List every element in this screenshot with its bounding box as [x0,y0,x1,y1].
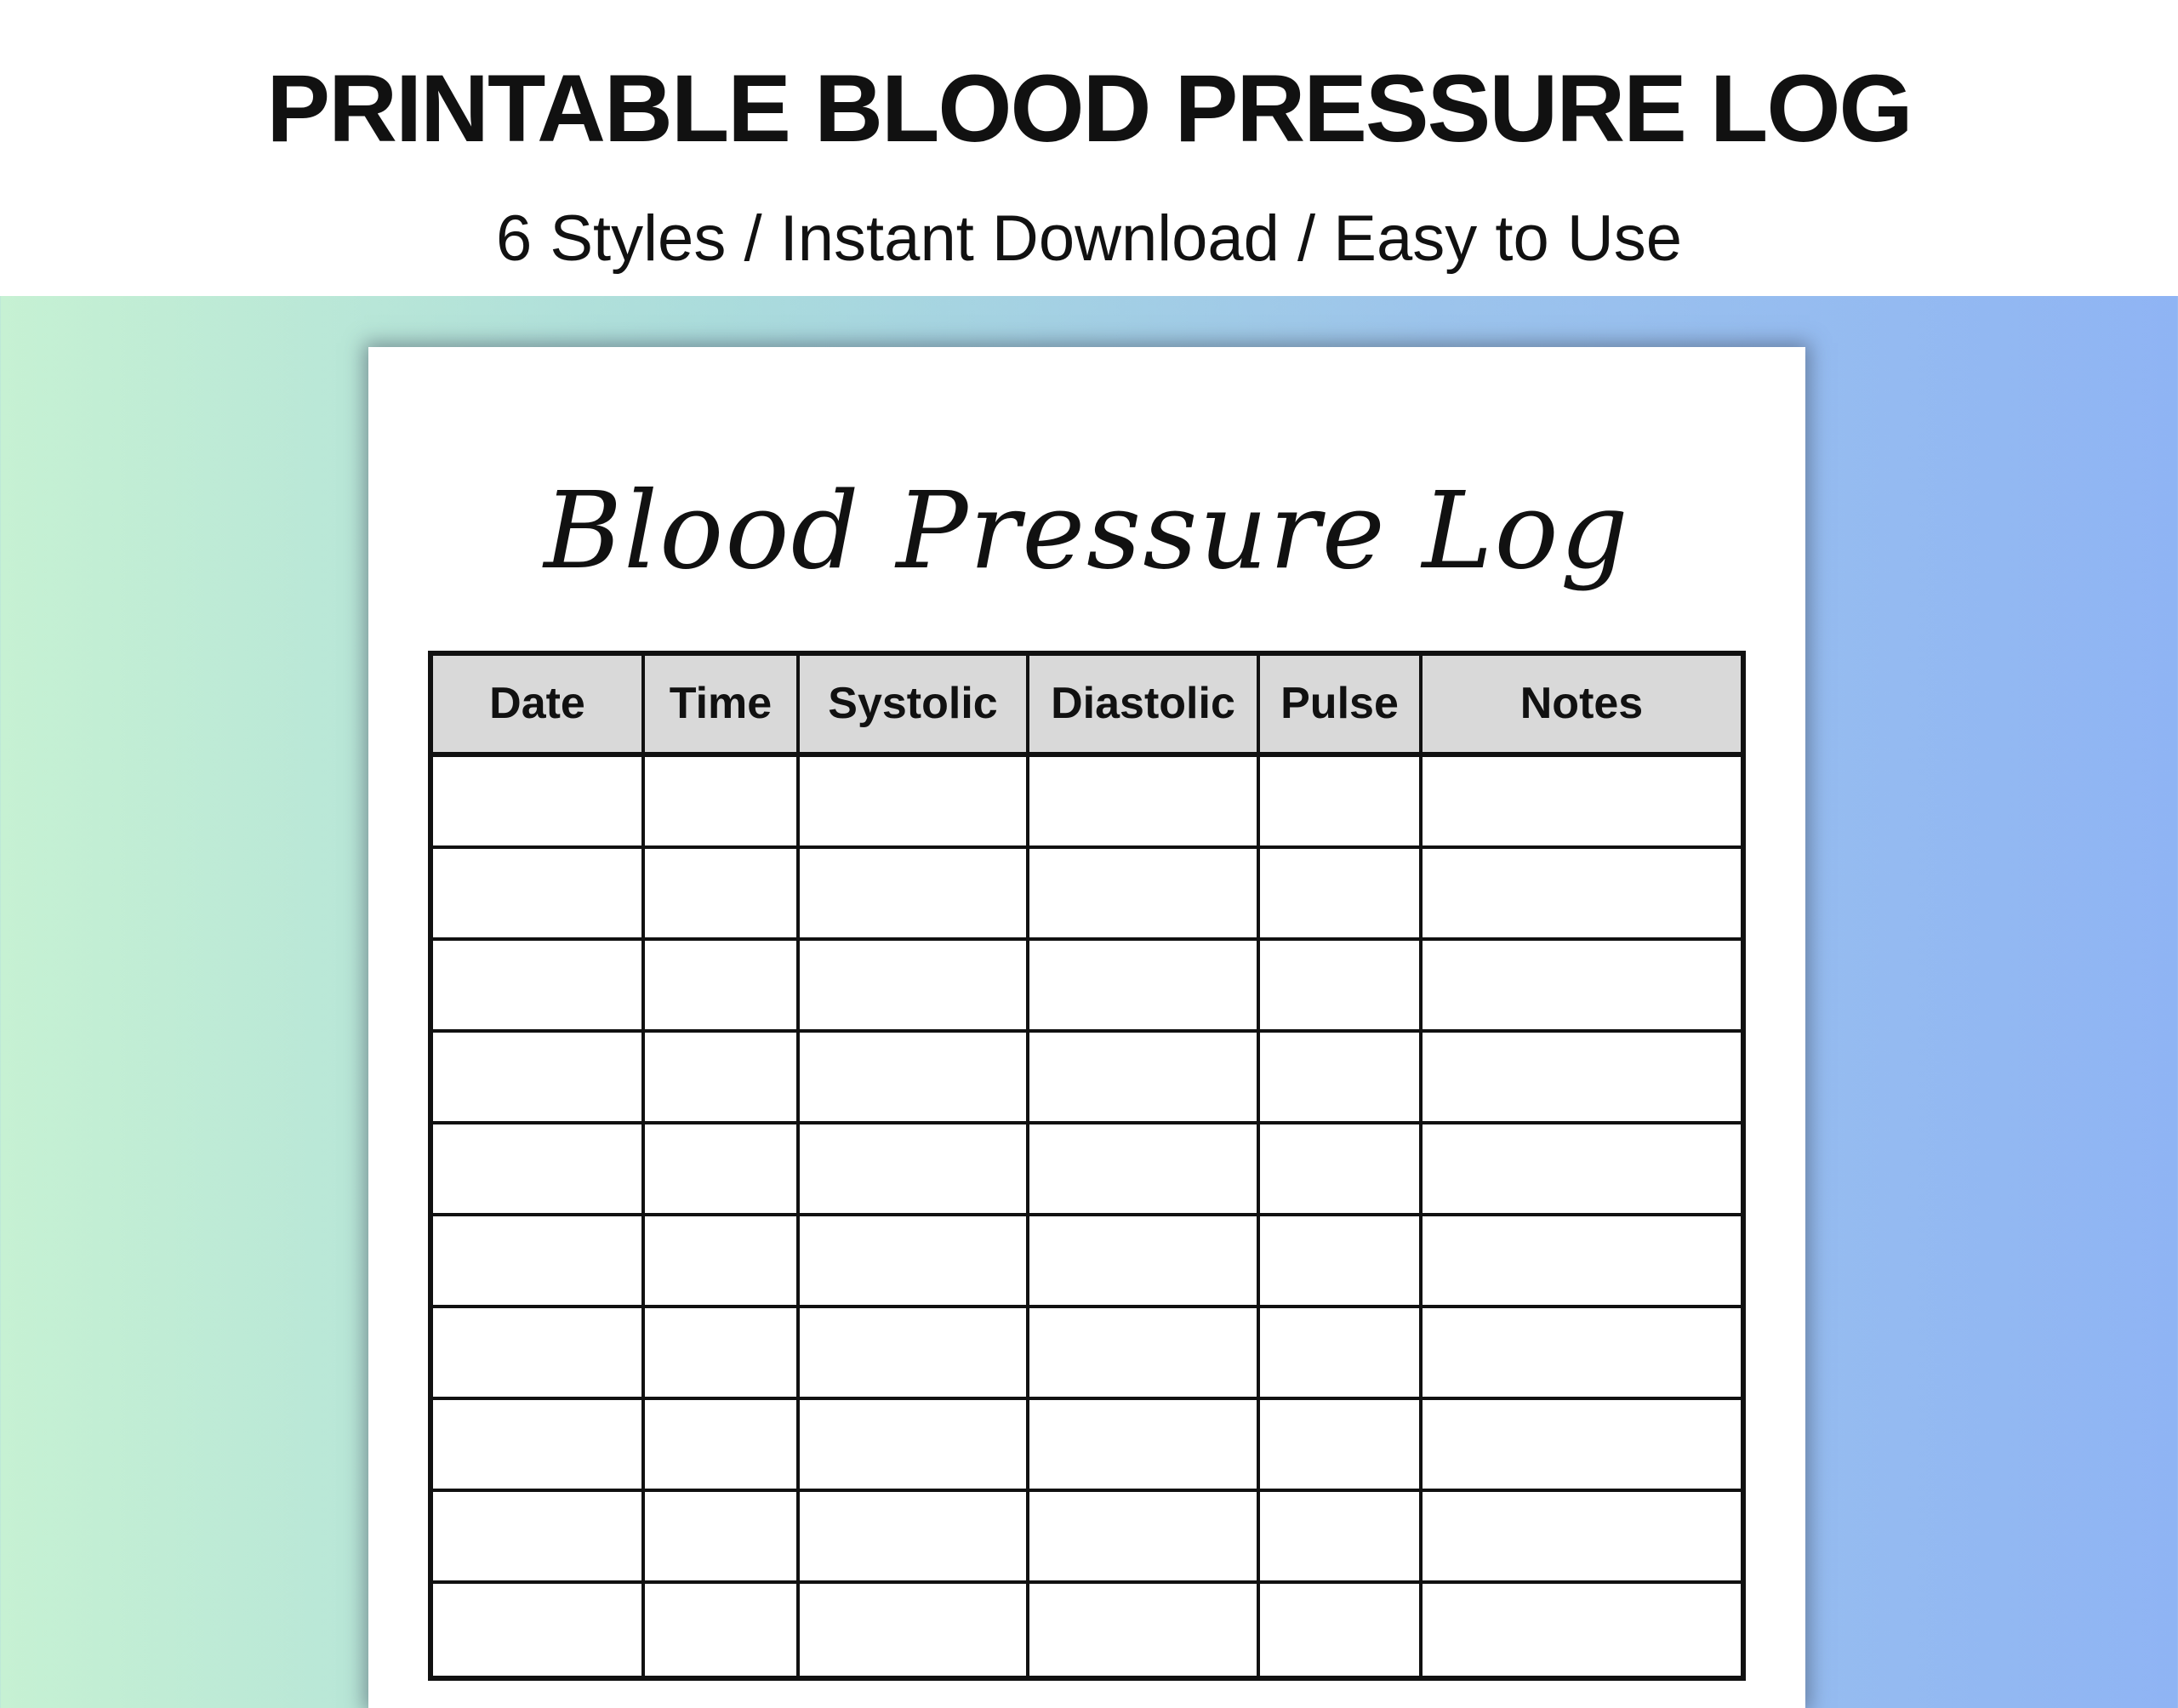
table-cell [645,756,800,845]
table-cell [1029,1399,1260,1489]
table-cell [1423,757,1741,845]
table-cell [433,756,645,845]
table-cell [645,1216,800,1305]
blood-pressure-table: Date Time Systolic Diastolic Pulse Notes [428,650,1746,1681]
table-cell [433,848,645,937]
banner-title: PRINTABLE BLOOD PRESSURE LOG [266,55,1913,162]
table-cell [1423,1308,1741,1397]
table-cell [1029,1491,1260,1580]
table-cell [1260,756,1423,845]
table-row [433,1032,1741,1124]
table-cell [645,1124,800,1213]
table-cell [1260,1307,1423,1397]
table-cell [800,1491,1029,1580]
table-cell [1029,940,1260,1029]
table-cell [1260,1032,1423,1121]
table-cell [1029,1583,1260,1676]
table-cell [800,1124,1029,1213]
table-row [433,1399,1741,1492]
table-cell [1029,1124,1260,1213]
table-cell [800,848,1029,937]
table-cell [800,940,1029,1029]
table-cell [1029,756,1260,845]
table-cell [433,1307,645,1397]
table-cell [645,1032,800,1121]
banner: PRINTABLE BLOOD PRESSURE LOG 6 Styles / … [0,0,2178,296]
header-cell-notes: Notes [1519,679,1644,728]
table-cell [433,1491,645,1580]
table-cell [800,756,1029,845]
table-cell [433,940,645,1029]
header-cell-systolic: Systolic [800,655,1029,752]
table-row [433,1583,1741,1676]
table-cell [1029,848,1260,937]
printable-sheet: Blood Pressure Log Date Time Systolic Di… [368,347,1805,1708]
table-cell [1260,1399,1423,1489]
table-cell [645,940,800,1029]
table-header-row: Date Time Systolic Diastolic Pulse Notes [433,655,1741,757]
table-row [433,1491,1741,1584]
table-cell [1423,1492,1741,1580]
table-row [433,756,1741,849]
table-cell [1260,1124,1423,1213]
table-cell [433,1583,645,1676]
table-cell [1260,1583,1423,1676]
table-body [433,756,1741,1676]
table-cell [433,1124,645,1213]
table-cell [1260,1491,1423,1580]
table-cell [433,1216,645,1305]
table-cell [1260,1216,1423,1305]
table-cell [433,1032,645,1121]
table-cell [645,1583,800,1676]
table-cell [1029,1307,1260,1397]
header-cell-diastolic: Diastolic [1029,655,1260,752]
table-cell [645,848,800,937]
table-cell [1260,848,1423,937]
table-cell [645,1491,800,1580]
table-cell [800,1583,1029,1676]
table-row [433,1216,1741,1308]
table-row [433,1307,1741,1400]
table-row [433,848,1741,941]
table-cell [433,1399,645,1489]
table-cell [645,1307,800,1397]
table-cell [800,1216,1029,1305]
table-cell [1423,1584,1741,1676]
table-cell [1029,1032,1260,1121]
table-cell [1423,1400,1741,1489]
table-cell [800,1399,1029,1489]
header-cell-date: Date [433,655,645,752]
table-cell [800,1307,1029,1397]
table-cell [1423,1033,1741,1121]
header-cell-time: Time [645,655,800,752]
table-row [433,1124,1741,1216]
table-cell [645,1399,800,1489]
table-cell [1029,1216,1260,1305]
table-cell [1423,849,1741,937]
table-cell [1423,941,1741,1029]
table-cell [1260,940,1423,1029]
table-cell [800,1032,1029,1121]
table-cell [1423,1124,1741,1213]
sheet-title: Blood Pressure Log [544,470,1630,593]
header-cell-pulse: Pulse [1260,655,1423,752]
banner-subtitle: 6 Styles / Instant Download / Easy to Us… [495,202,1682,275]
table-row [433,940,1741,1033]
table-cell [1423,1216,1741,1305]
